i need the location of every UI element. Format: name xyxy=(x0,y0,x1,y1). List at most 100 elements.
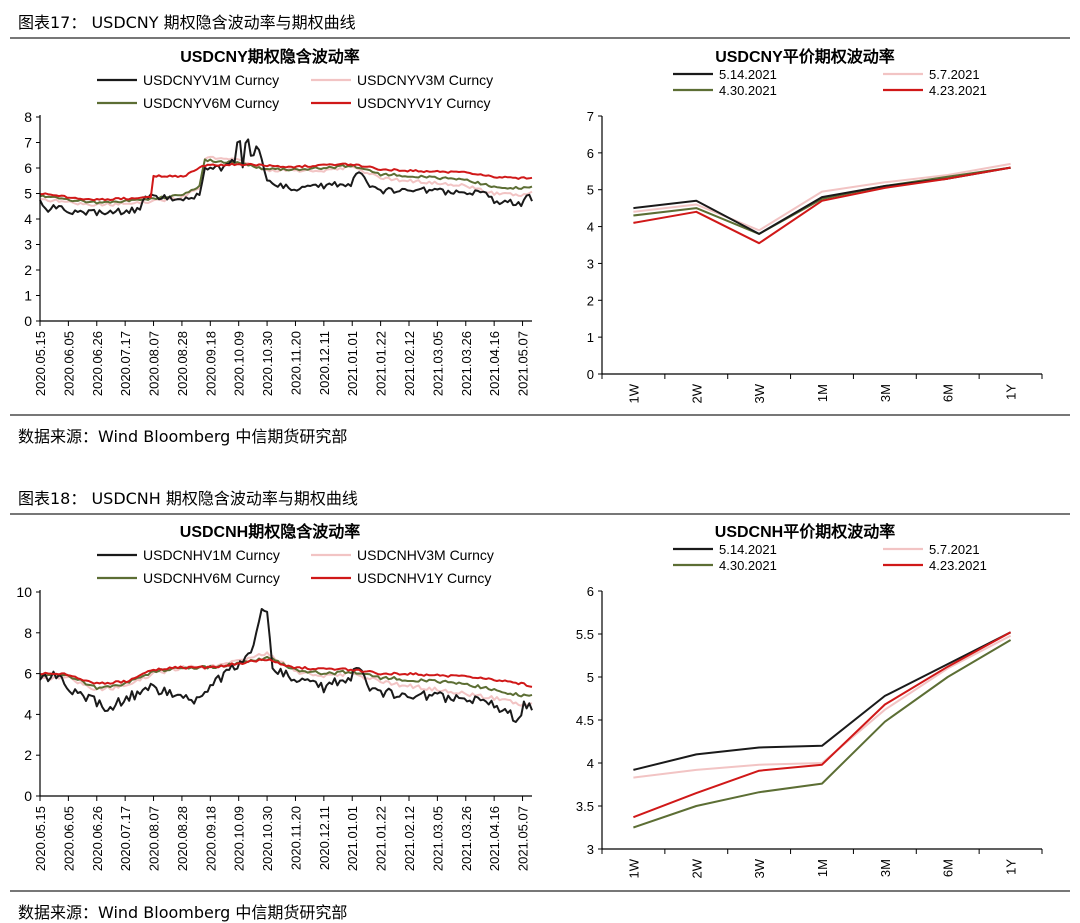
legend-label: 5.7.2021 xyxy=(929,542,980,557)
y-tick-label: 4 xyxy=(587,756,594,771)
legend-label: USDCNYV1M Curncy xyxy=(143,72,279,88)
legend-label: 4.30.2021 xyxy=(719,558,777,573)
x-tick-label: 2020.05.15 xyxy=(33,331,48,396)
series-line xyxy=(39,155,533,207)
y-tick-label: 5.5 xyxy=(576,627,594,642)
x-tick-label: 2020.12.11 xyxy=(317,806,332,870)
x-tick-label: 1W xyxy=(626,858,641,878)
x-tick-label: 2020.07.17 xyxy=(118,331,133,396)
usdcnh-curve-chart: USDCNH平价期权波动率 5.14.2021 5.7.2021 4.30.2021… xyxy=(576,522,1043,879)
y-tick-label: 1 xyxy=(24,288,32,304)
y-tick-label: 8 xyxy=(24,109,32,125)
x-tick-label: 2021.05.07 xyxy=(516,331,531,396)
y-tick-label: 2 xyxy=(587,293,594,308)
series-line xyxy=(633,631,1012,771)
legend-label: 5.7.2021 xyxy=(929,67,980,82)
series-line xyxy=(39,658,533,688)
y-tick-label: 3.5 xyxy=(576,799,594,814)
legend-label: USDCNHV3M Curncy xyxy=(357,547,494,563)
legend-label: USDCNHV1Y Curncy xyxy=(357,570,491,586)
y-tick-label: 3 xyxy=(587,842,594,857)
usdcnh-timeseries-chart: USDCNH期权隐含波动率 USDCNHV1M Curncy USDCNHV3M … xyxy=(16,522,533,871)
y-tick-label: 4 xyxy=(24,211,32,227)
series-line xyxy=(633,162,1011,232)
x-tick-label: 2021.03.05 xyxy=(430,806,445,871)
legend-label: 4.23.2021 xyxy=(929,83,987,98)
chart-title: USDCNY平价期权波动率 xyxy=(715,47,895,66)
x-tick-label: 3M xyxy=(878,859,893,877)
legend-label: USDCNYV3M Curncy xyxy=(357,72,493,88)
y-tick-label: 5 xyxy=(587,183,594,198)
usdcny-timeseries-chart: USDCNY期权隐含波动率 USDCNYV1M Curncy USDCNYV3M … xyxy=(24,47,533,396)
series-line xyxy=(633,166,1011,235)
x-tick-label: 2021.03.05 xyxy=(430,331,445,396)
x-tick-label: 2020.11.20 xyxy=(288,331,303,395)
x-tick-label: 2021.01.01 xyxy=(345,331,360,396)
y-tick-label: 3 xyxy=(587,256,594,271)
x-tick-label: 2020.10.09 xyxy=(232,331,247,396)
x-tick-label: 1Y xyxy=(1004,859,1019,875)
y-tick-label: 6 xyxy=(24,666,32,682)
x-tick-label: 2020.09.18 xyxy=(203,806,218,871)
x-tick-label: 6M xyxy=(941,859,956,877)
series-line xyxy=(40,162,533,202)
figure-18-caption: 图表18： USDCNH 期权隐含波动率与期权曲线 xyxy=(18,489,358,508)
x-tick-label: 2W xyxy=(689,383,704,403)
series-line xyxy=(39,158,533,205)
y-tick-label: 0 xyxy=(587,367,594,382)
x-tick-label: 2020.08.07 xyxy=(147,806,162,871)
x-tick-label: 2020.05.15 xyxy=(33,806,48,871)
y-tick-label: 4 xyxy=(24,706,32,722)
y-tick-label: 4.5 xyxy=(576,713,594,728)
series-line xyxy=(39,608,533,723)
x-tick-label: 2020.11.20 xyxy=(288,806,303,870)
x-tick-label: 2021.02.12 xyxy=(402,331,417,396)
x-tick-label: 2021.03.26 xyxy=(459,806,474,871)
x-tick-label: 2020.06.05 xyxy=(61,331,76,396)
y-tick-label: 2 xyxy=(24,747,32,763)
legend-label: 4.30.2021 xyxy=(719,83,777,98)
x-tick-label: 2021.05.07 xyxy=(516,806,531,871)
y-tick-label: 1 xyxy=(587,330,594,345)
x-tick-label: 2W xyxy=(689,858,704,878)
x-tick-label: 2020.08.28 xyxy=(175,331,190,396)
y-tick-label: 7 xyxy=(587,109,594,124)
x-tick-label: 2020.10.30 xyxy=(260,331,275,396)
figure-17-source: 数据来源：Wind Bloomberg 中信期货研究部 xyxy=(18,427,348,446)
x-tick-label: 1W xyxy=(626,383,641,403)
legend-label: USDCNYV1Y Curncy xyxy=(357,95,491,111)
y-tick-label: 0 xyxy=(24,788,32,804)
figure-17-bottom-rule xyxy=(10,414,1070,416)
legend-label: 5.14.2021 xyxy=(719,542,777,557)
figure-18-top-rule xyxy=(10,513,1070,515)
legend-label: 5.14.2021 xyxy=(719,67,777,82)
y-tick-label: 3 xyxy=(24,237,32,253)
series-line xyxy=(39,138,533,217)
series-line xyxy=(633,166,1011,245)
x-tick-label: 2020.06.26 xyxy=(90,331,105,396)
y-tick-label: 6 xyxy=(24,160,32,176)
x-tick-label: 2020.10.30 xyxy=(260,806,275,871)
x-tick-label: 2021.04.16 xyxy=(487,331,502,396)
x-tick-label: 2020.08.28 xyxy=(175,806,190,871)
y-tick-label: 6 xyxy=(587,146,594,161)
chart-title: USDCNH期权隐含波动率 xyxy=(180,522,360,541)
x-tick-label: 2021.02.12 xyxy=(402,806,417,871)
chart-title: USDCNY期权隐含波动率 xyxy=(180,47,360,66)
y-tick-label: 6 xyxy=(587,584,594,599)
figure-18-source: 数据来源：Wind Bloomberg 中信期货研究部 xyxy=(18,903,348,922)
x-tick-label: 2020.10.09 xyxy=(232,806,247,871)
x-tick-label: 3M xyxy=(878,384,893,402)
x-tick-label: 2021.04.16 xyxy=(487,806,502,871)
x-tick-label: 1M xyxy=(815,384,830,402)
usdcny-curve-chart: USDCNY平价期权波动率 5.14.2021 5.7.2021 4.30.2021… xyxy=(587,47,1043,404)
figure-18-bottom-rule xyxy=(10,890,1070,892)
x-tick-label: 2021.03.26 xyxy=(459,331,474,396)
y-tick-label: 5 xyxy=(24,186,32,202)
y-tick-label: 0 xyxy=(24,313,32,329)
x-tick-label: 2021.01.22 xyxy=(374,331,389,396)
legend-label: 4.23.2021 xyxy=(929,558,987,573)
legend-label: USDCNHV1M Curncy xyxy=(143,547,280,563)
x-tick-label: 3W xyxy=(752,858,767,878)
x-tick-label: 2020.07.17 xyxy=(118,806,133,871)
